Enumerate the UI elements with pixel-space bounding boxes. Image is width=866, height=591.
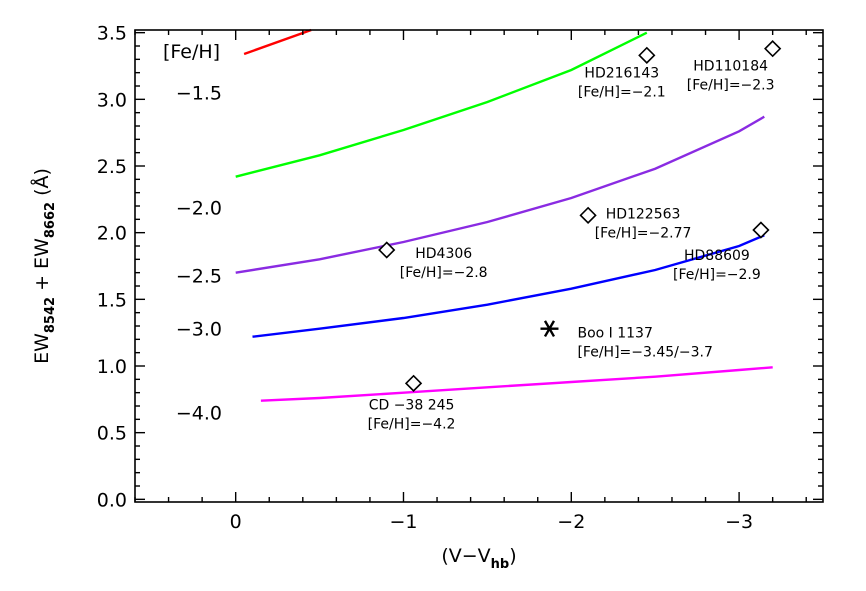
series-line <box>252 234 765 338</box>
star-name-label: HD216143 <box>584 65 659 81</box>
marker-layer <box>378 40 782 392</box>
x-tick-label: −1 <box>389 511 417 533</box>
y-tick-label: 2.5 <box>97 156 127 178</box>
feh-value-label: −2.5 <box>176 265 222 287</box>
tick-layer: 0 −1 −2 −3 0.0 0.5 1.0 1.5 2.0 2.5 3.0 3.5 <box>97 23 823 533</box>
star-name-label: HD88609 <box>684 248 750 264</box>
y-axis-title: EW8542 + EW8662 (Å) <box>30 168 58 364</box>
star-name-label: CD −38 245 <box>369 397 455 413</box>
feh-value-label: −3.0 <box>176 319 222 341</box>
star-feh-label: [Fe/H]=−4.2 <box>368 416 456 432</box>
y-tick-label: 0.0 <box>97 489 127 511</box>
star-feh-label: [Fe/H]=−3.45/−3.7 <box>577 345 712 361</box>
star-marker <box>378 241 396 259</box>
feh-value-label: −2.0 <box>176 197 222 219</box>
y-tick-label: 0.5 <box>97 423 127 445</box>
x-tick-label: 0 <box>230 511 242 533</box>
plot-frame <box>134 29 824 503</box>
y-tick-label: 2.0 <box>97 223 127 245</box>
star-marker <box>764 40 782 58</box>
star-feh-label: [Fe/H]=−2.1 <box>578 84 666 100</box>
x-tick-label: −3 <box>725 511 753 533</box>
feh-header: [Fe/H] <box>163 41 220 63</box>
y-tick-label: 1.0 <box>97 356 127 378</box>
star-marker <box>752 221 770 239</box>
star-marker <box>579 206 597 224</box>
x-axis-title: (V−Vhb) <box>441 545 516 572</box>
star-marker <box>543 320 556 338</box>
x-tick-label: −2 <box>557 511 585 533</box>
series-layer <box>235 28 773 402</box>
y-tick-label: 1.5 <box>97 289 127 311</box>
star-marker <box>638 46 656 64</box>
star-marker <box>404 374 423 392</box>
star-name-label: HD4306 <box>415 246 472 262</box>
star-name-label: HD122563 <box>606 206 681 222</box>
feh-value-label: −4.0 <box>176 403 222 425</box>
star-feh-label: [Fe/H]=−2.77 <box>595 225 692 241</box>
label-layer: [Fe/H] −1.5 −2.0 −2.5 −3.0 −4.0 HD216143 [Fe/H… <box>163 41 775 432</box>
star-name-label: Boo I 1137 <box>577 326 652 342</box>
feh-value-label: −1.5 <box>176 83 222 105</box>
y-tick-label: 3.0 <box>97 89 127 111</box>
series-line <box>260 366 773 402</box>
series-line <box>235 31 648 178</box>
series-line <box>235 115 765 274</box>
star-feh-label: [Fe/H]=−2.3 <box>687 78 775 94</box>
star-feh-label: [Fe/H]=−2.9 <box>673 267 761 283</box>
axes-layer <box>134 29 824 503</box>
y-tick-label: 3.5 <box>97 23 127 45</box>
series-line <box>243 28 312 56</box>
star-name-label: HD110184 <box>693 59 768 75</box>
star-feh-label: [Fe/H]=−2.8 <box>400 265 488 281</box>
